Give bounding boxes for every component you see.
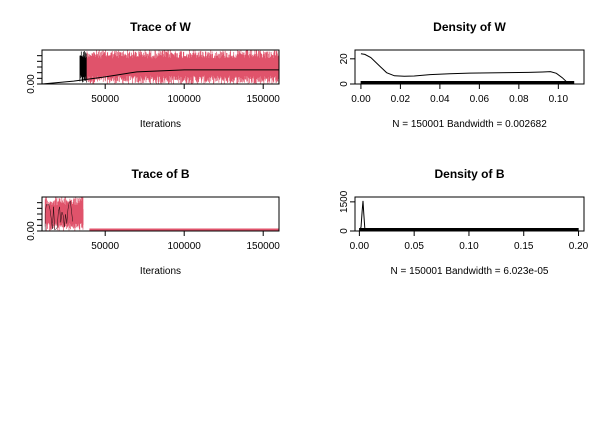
- density-line: [360, 53, 575, 85]
- x-tick-label: 0.05: [404, 241, 424, 252]
- x-tick-label: 150000: [247, 241, 281, 252]
- y-tick-label: 0.00: [26, 74, 37, 94]
- plot-frame: [354, 49, 585, 85]
- chart-panel: [350, 49, 585, 89]
- trace-line: [44, 200, 74, 231]
- running-mean-line: [41, 69, 279, 85]
- x-tick-label: 0.04: [430, 94, 450, 105]
- x-axis-label: N = 150001 Bandwidth = 6.023e-05: [391, 266, 549, 277]
- x-tick-label: 50000: [91, 94, 119, 105]
- y-tick-label: 20: [339, 53, 350, 65]
- x-tick-label: 0.06: [470, 94, 490, 105]
- chart-panel: [37, 49, 280, 89]
- x-tick-label: 0.00: [350, 241, 370, 252]
- y-tick-label: 1500: [339, 190, 350, 213]
- density-line: [358, 200, 579, 232]
- chart-title: Density of B: [434, 167, 504, 181]
- x-axis-label: N = 150001 Bandwidth = 0.002682: [392, 119, 547, 130]
- x-tick-label: 50000: [91, 241, 119, 252]
- x-axis-label: Iterations: [140, 119, 181, 130]
- x-tick-label: 0.10: [459, 241, 479, 252]
- x-tick-label: 0.08: [509, 94, 529, 105]
- x-tick-label: 100000: [168, 241, 202, 252]
- rug-marks: [360, 81, 575, 84]
- x-tick-label: 0.15: [514, 241, 534, 252]
- y-tick-label: 0: [339, 228, 350, 234]
- y-tick-label: 0.00: [26, 221, 37, 241]
- trace-band: [79, 50, 88, 83]
- x-tick-label: 150000: [247, 94, 281, 105]
- x-tick-label: 100000: [168, 94, 202, 105]
- rug-marks: [359, 228, 579, 231]
- chart-title: Trace of W: [130, 20, 191, 34]
- chart-title: Density of W: [433, 20, 506, 34]
- trace-band: [86, 50, 280, 84]
- x-axis-label: Iterations: [140, 266, 181, 277]
- x-tick-label: 0.00: [351, 94, 371, 105]
- y-tick-label: 0: [339, 81, 350, 87]
- chart-title: Trace of B: [131, 167, 189, 181]
- chart-panel: [37, 196, 280, 236]
- x-tick-label: 0.20: [569, 241, 589, 252]
- x-tick-label: 0.10: [549, 94, 569, 105]
- plot-frame: [354, 196, 585, 232]
- x-tick-label: 0.02: [391, 94, 411, 105]
- chart-panel: [350, 196, 585, 236]
